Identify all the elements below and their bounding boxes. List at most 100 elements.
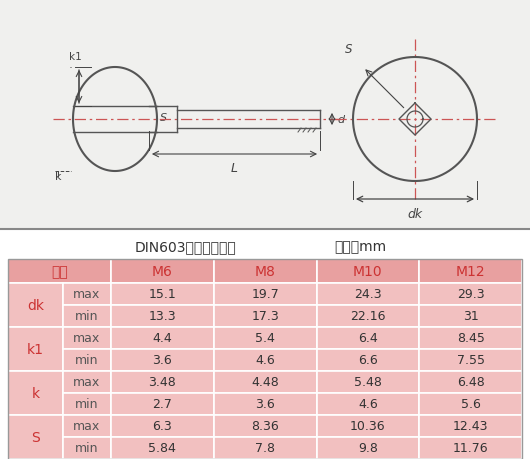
Text: M12: M12: [456, 264, 485, 279]
Text: 规格: 规格: [51, 264, 68, 279]
Bar: [111, 437, 214, 459]
Bar: [8, 259, 111, 283]
Text: DIN603大头方颈螺栓: DIN603大头方颈螺栓: [134, 240, 236, 253]
Text: 22.16: 22.16: [350, 310, 386, 323]
Text: 4.48: 4.48: [251, 375, 279, 389]
Bar: [419, 393, 522, 415]
Bar: [214, 415, 316, 437]
Bar: [214, 327, 316, 349]
Bar: [0, 230, 530, 459]
Text: 6.48: 6.48: [457, 375, 484, 389]
Bar: [63, 371, 111, 393]
Bar: [419, 305, 522, 327]
Text: max: max: [73, 288, 101, 301]
Bar: [63, 393, 111, 415]
Bar: [214, 259, 316, 283]
Text: dk: dk: [408, 207, 422, 220]
Text: 24.3: 24.3: [354, 288, 382, 301]
Text: 单位：mm: 单位：mm: [334, 240, 386, 253]
Text: 7.8: 7.8: [255, 442, 275, 454]
Text: 9.8: 9.8: [358, 442, 378, 454]
Bar: [419, 415, 522, 437]
Text: 3.6: 3.6: [153, 354, 172, 367]
Text: 2.7: 2.7: [153, 397, 172, 411]
Text: 8.36: 8.36: [251, 420, 279, 432]
Text: 6.3: 6.3: [153, 420, 172, 432]
Bar: [63, 283, 111, 305]
Text: S: S: [160, 113, 166, 123]
Text: 12.43: 12.43: [453, 420, 488, 432]
Text: 3.6: 3.6: [255, 397, 275, 411]
Bar: [111, 415, 214, 437]
Text: min: min: [75, 354, 99, 367]
Text: 13.3: 13.3: [148, 310, 176, 323]
Text: 5.4: 5.4: [255, 332, 275, 345]
Text: 6.4: 6.4: [358, 332, 378, 345]
Text: M6: M6: [152, 264, 173, 279]
Text: L: L: [231, 162, 238, 174]
Text: 4.6: 4.6: [255, 354, 275, 367]
Text: k1: k1: [68, 52, 82, 62]
Bar: [63, 305, 111, 327]
Bar: [419, 259, 522, 283]
Text: 31: 31: [463, 310, 479, 323]
Bar: [316, 283, 419, 305]
Text: S: S: [31, 430, 40, 444]
Text: 11.76: 11.76: [453, 442, 489, 454]
Text: k: k: [55, 172, 61, 182]
Text: 3.48: 3.48: [148, 375, 176, 389]
Bar: [8, 283, 63, 327]
Text: 5.6: 5.6: [461, 397, 481, 411]
Text: 8.45: 8.45: [457, 332, 484, 345]
Bar: [111, 371, 214, 393]
Bar: [316, 415, 419, 437]
Bar: [214, 393, 316, 415]
Bar: [8, 327, 63, 371]
Text: 10.36: 10.36: [350, 420, 386, 432]
Bar: [316, 393, 419, 415]
Bar: [316, 349, 419, 371]
Bar: [316, 259, 419, 283]
Bar: [419, 283, 522, 305]
Text: 6.6: 6.6: [358, 354, 378, 367]
Bar: [111, 393, 214, 415]
Bar: [111, 349, 214, 371]
Bar: [8, 371, 63, 415]
Text: 19.7: 19.7: [251, 288, 279, 301]
Bar: [214, 305, 316, 327]
Bar: [8, 415, 63, 459]
Bar: [63, 349, 111, 371]
Text: min: min: [75, 442, 99, 454]
Text: 7.55: 7.55: [457, 354, 484, 367]
Text: max: max: [73, 332, 101, 345]
Text: S: S: [346, 43, 353, 56]
Text: dk: dk: [27, 298, 44, 312]
Bar: [8, 259, 522, 459]
Bar: [316, 371, 419, 393]
Bar: [111, 283, 214, 305]
Bar: [111, 305, 214, 327]
Bar: [63, 327, 111, 349]
Text: min: min: [75, 310, 99, 323]
Bar: [316, 305, 419, 327]
Bar: [316, 437, 419, 459]
Text: 29.3: 29.3: [457, 288, 484, 301]
Text: max: max: [73, 420, 101, 432]
Text: k: k: [31, 386, 40, 400]
Bar: [419, 437, 522, 459]
Bar: [214, 349, 316, 371]
Bar: [419, 371, 522, 393]
Bar: [111, 327, 214, 349]
Bar: [111, 259, 214, 283]
Bar: [419, 327, 522, 349]
Text: 17.3: 17.3: [251, 310, 279, 323]
Text: 5.84: 5.84: [148, 442, 176, 454]
Bar: [63, 415, 111, 437]
Bar: [214, 371, 316, 393]
Bar: [63, 437, 111, 459]
Text: 4.6: 4.6: [358, 397, 378, 411]
Bar: [0, 0, 530, 230]
Text: 5.48: 5.48: [354, 375, 382, 389]
Text: max: max: [73, 375, 101, 389]
Text: 4.4: 4.4: [153, 332, 172, 345]
